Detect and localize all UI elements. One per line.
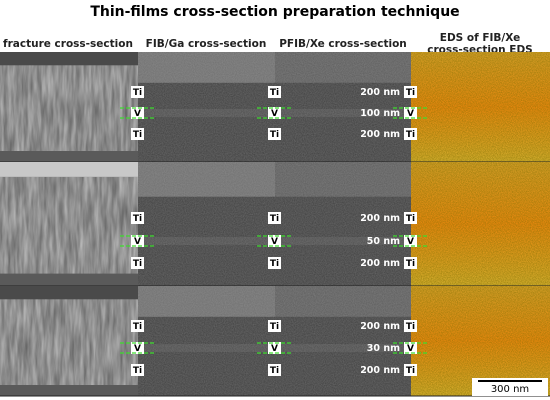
layer-label: Ti [270, 88, 279, 98]
layer-label: Ti [270, 259, 279, 269]
layer-label-box [268, 364, 281, 376]
layer-label: V [271, 344, 278, 354]
thickness-label: 200 nm [360, 87, 400, 98]
layer-label: V [271, 109, 278, 119]
layer-label-box [404, 257, 417, 269]
sem-noise [275, 52, 411, 162]
fracture-top [0, 52, 138, 66]
scale-bar-box [472, 378, 548, 396]
layer-label: Ti [133, 214, 142, 224]
eds-speckle [411, 286, 550, 396]
column-header: FIB/Ga cross-section [146, 38, 267, 50]
layer-label: Ti [133, 322, 142, 332]
layer-label-box [131, 235, 144, 247]
layer-label-box [131, 364, 144, 376]
layer-label: V [407, 344, 414, 354]
layer-label-box [268, 212, 281, 224]
layer-label-box [131, 257, 144, 269]
thickness-label: 30 nm [367, 343, 400, 354]
thickness-label: 100 nm [360, 108, 400, 119]
eds-speckle [411, 162, 550, 286]
sem-noise [138, 52, 275, 162]
layer-label: Ti [406, 88, 415, 98]
thickness-label: 200 nm [360, 213, 400, 224]
layer-label-box [404, 342, 417, 354]
layer-label: Ti [270, 214, 279, 224]
layer-label-box [404, 128, 417, 140]
layer-label-box [268, 86, 281, 98]
layer-label-box [404, 86, 417, 98]
layer-label: Ti [406, 322, 415, 332]
fracture-top [0, 286, 138, 300]
column-header: fracture cross-section [3, 38, 133, 50]
layer-label-box [131, 212, 144, 224]
layer-label-box [404, 212, 417, 224]
thickness-label: 200 nm [360, 365, 400, 376]
layer-label-box [268, 320, 281, 332]
thickness-label: 200 nm [360, 258, 400, 269]
layer-label-box [404, 107, 417, 119]
layer-label: Ti [133, 259, 142, 269]
sem-noise [275, 162, 411, 286]
layer-label-box [404, 235, 417, 247]
layer-label: Ti [406, 130, 415, 140]
thickness-label: 50 nm [367, 236, 400, 247]
layer-label-box [131, 342, 144, 354]
layer-label-box [268, 235, 281, 247]
layer-label-box [131, 86, 144, 98]
layer-label-box [268, 107, 281, 119]
thickness-label: 200 nm [360, 129, 400, 140]
layer-label: V [407, 109, 414, 119]
sem-noise [138, 286, 275, 396]
layer-label: Ti [406, 366, 415, 376]
layer-label: V [134, 237, 141, 247]
layer-label: Ti [133, 88, 142, 98]
fracture-texture [0, 176, 138, 274]
sem-noise [138, 162, 275, 286]
layer-label: Ti [270, 130, 279, 140]
title: Thin-films cross-section preparation tec… [90, 4, 459, 20]
layer-label: Ti [133, 130, 142, 140]
sem-noise [275, 286, 411, 396]
layer-label: V [134, 109, 141, 119]
layer-label: Ti [270, 322, 279, 332]
fracture-texture [0, 65, 138, 151]
layer-label: Ti [270, 366, 279, 376]
layer-label: Ti [406, 214, 415, 224]
layer-label-box [404, 364, 417, 376]
fracture-texture [0, 299, 138, 385]
layer-label-box [268, 342, 281, 354]
layer-label-box [268, 257, 281, 269]
eds-speckle [411, 52, 550, 162]
layer-label-box [404, 320, 417, 332]
fracture-top [0, 162, 138, 177]
layer-label-box [131, 107, 144, 119]
layer-label-box [268, 128, 281, 140]
layer-label: V [407, 237, 414, 247]
layer-label: Ti [133, 366, 142, 376]
thickness-label: 200 nm [360, 321, 400, 332]
scale-bar-label: 300 nm [491, 384, 529, 395]
layer-label: V [134, 344, 141, 354]
layer-label: V [271, 237, 278, 247]
layer-label-box [131, 320, 144, 332]
layer-label: Ti [406, 259, 415, 269]
layer-label-box [131, 128, 144, 140]
column-header: PFIB/Xe cross-section [279, 38, 407, 50]
